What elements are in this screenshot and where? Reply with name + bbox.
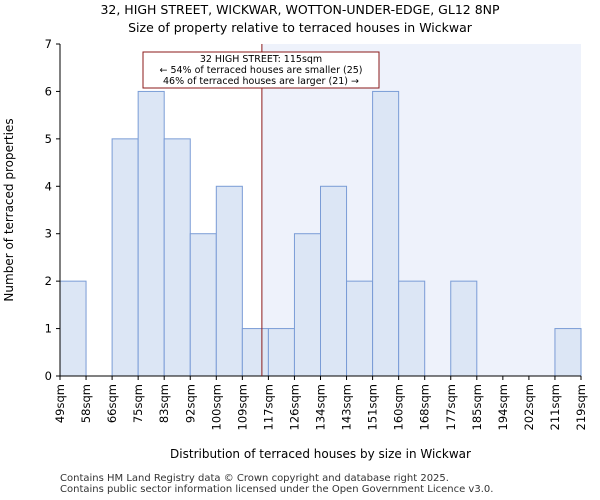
histogram-bar (111, 138, 139, 377)
y-axis-title: Number of terraced properties (2, 118, 16, 301)
x-tick-label: 177sqm (444, 384, 458, 430)
footer-licence: Contains public sector information licen… (60, 484, 494, 495)
y-tick-label: 6 (45, 84, 52, 98)
histogram-bar (215, 185, 243, 377)
x-tick-label: 126sqm (287, 384, 301, 430)
annotation-title: 32 HIGH STREET: 115sqm (200, 54, 322, 65)
annotation-larger: 46% of terraced houses are larger (21) → (163, 76, 359, 87)
histogram-bar (320, 185, 348, 377)
histogram-bar (450, 280, 478, 377)
y-tick-label: 1 (45, 322, 52, 336)
histogram-bar (293, 233, 322, 377)
y-tick-label: 3 (45, 227, 52, 241)
histogram-bar (398, 280, 426, 377)
x-tick-label: 83sqm (157, 384, 171, 423)
annotation-box (142, 51, 380, 89)
chart-title-address: 32, HIGH STREET, WICKWAR, WOTTON-UNDER-E… (100, 2, 500, 17)
histogram-chart: 0 1 2 3 4 5 6 7 49sqm 58sqm 66sqm 75sqm 83sqm 92sqm 10… (2, 37, 588, 461)
y-tick-label: 7 (45, 37, 52, 51)
histogram-bar (189, 233, 217, 377)
x-tick-label: 109sqm (235, 384, 249, 430)
histogram-bar (137, 90, 165, 377)
x-axis-title: Distribution of terraced houses by size … (170, 447, 471, 461)
x-tick-label: 117sqm (261, 384, 275, 430)
x-tick-label: 202sqm (522, 384, 536, 430)
x-tick-label: 66sqm (105, 384, 119, 423)
y-tick-label: 5 (45, 132, 52, 146)
histogram-bar (372, 90, 400, 377)
x-tick-label: 92sqm (183, 384, 197, 423)
histogram-bar (241, 328, 269, 377)
x-tick-label: 160sqm (392, 384, 406, 430)
x-tick-label: 168sqm (418, 384, 432, 430)
x-tick-label: 75sqm (131, 384, 145, 423)
x-tick-label: 151sqm (366, 384, 380, 430)
histogram-bar (346, 280, 374, 377)
annotation-smaller: ← 54% of terraced houses are smaller (25… (159, 65, 362, 76)
x-tick-label: 194sqm (496, 384, 510, 430)
histogram-bar (554, 328, 582, 377)
x-tick-label: 58sqm (79, 384, 93, 423)
y-tick-label: 2 (45, 274, 52, 288)
x-tick-label: 185sqm (470, 384, 484, 430)
chart-title: Size of property relative to terraced ho… (128, 20, 472, 35)
x-tick-label: 100sqm (209, 384, 223, 430)
histogram-bar (267, 328, 295, 377)
y-tick-label: 0 (45, 369, 52, 383)
histogram-bar (163, 138, 191, 377)
x-tick-label: 49sqm (53, 384, 67, 423)
y-tick-label: 4 (45, 179, 52, 193)
histogram-bar (59, 280, 87, 377)
x-tick-label: 211sqm (548, 384, 562, 430)
x-tick-label: 143sqm (340, 384, 354, 430)
x-tick-label: 219sqm (574, 384, 588, 430)
footer-copyright: Contains HM Land Registry data © Crown c… (60, 473, 449, 484)
x-tick-label: 134sqm (314, 384, 328, 430)
